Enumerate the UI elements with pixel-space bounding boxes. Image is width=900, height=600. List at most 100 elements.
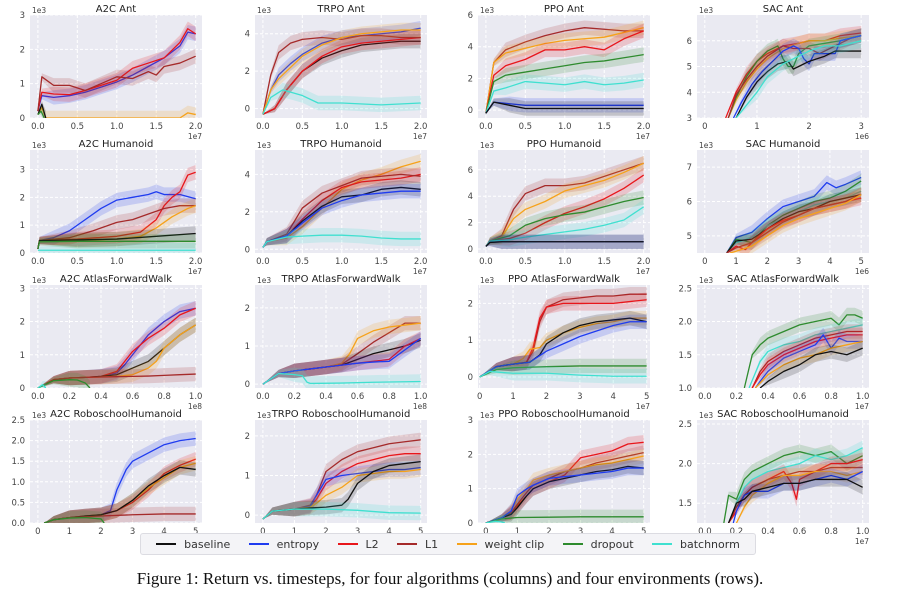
series-line-baseline — [37, 103, 47, 118]
series-band-l2 — [262, 331, 421, 385]
y-tick-label: 2 — [468, 74, 473, 84]
y-tick-label: 0 — [245, 105, 250, 115]
legend-label: L1 — [425, 537, 439, 551]
series-band-baseline — [262, 333, 421, 385]
subplot: 0.0 0.2 0.4 0.6 0.8 1.0 1.5 2.0 2.5 1e3 1e7 SAC Rob… — [678, 409, 869, 546]
y-exponent-label: 1e3 — [699, 141, 713, 150]
series-line-entropy — [262, 337, 422, 385]
x-tick-label: 0.0 — [256, 392, 270, 402]
series-band-weight-clip — [262, 154, 421, 248]
series-line-l2 — [262, 36, 421, 115]
x-tick-label: 1.0 — [414, 392, 428, 402]
series-line-dropout — [479, 365, 647, 378]
series-line-batchnorm — [727, 447, 863, 523]
x-exponent-label: 1e7 — [188, 267, 202, 276]
subplot-title: SAC RoboschoolHumanoid — [717, 409, 849, 420]
y-tick-label: 1 — [20, 221, 25, 231]
y-tick-label: 2 — [245, 304, 250, 314]
series-band-l1 — [728, 28, 862, 118]
x-tick-label: 2.0 — [414, 257, 428, 267]
subplot-title: PPO AtlasForwardWalk — [508, 274, 620, 285]
series-line-batchnorm — [735, 40, 862, 118]
y-tick-label: 0.0 — [11, 519, 25, 529]
series-band-baseline — [37, 100, 46, 118]
x-exponent-label: 1e6 — [855, 267, 869, 276]
subplot-title: TRPO Humanoid — [299, 139, 381, 150]
series-band-dropout — [485, 509, 644, 523]
series-line-dropout — [43, 516, 105, 523]
y-tick-label: 2 — [20, 45, 25, 55]
subplot: 01234501231e31e7PPO RoboschoolHumanoid — [468, 409, 651, 546]
series-band-baseline — [728, 472, 863, 523]
y-tick-label: 1.5 — [678, 351, 692, 361]
x-exponent-label: 1e8 — [413, 402, 427, 411]
y-tick-label: 6 — [468, 11, 473, 21]
x-tick-label: 0.5 — [519, 122, 533, 132]
y-tick-label: 0 — [468, 519, 473, 529]
x-tick-label: 3 — [578, 527, 583, 537]
y-tick-label: 2.0 — [11, 437, 25, 447]
series-line-entropy — [485, 467, 644, 523]
y-tick-label: 0 — [468, 245, 473, 255]
x-tick-label: 3 — [577, 392, 582, 402]
x-tick-label: 1 — [515, 527, 520, 537]
subplot: 0.0 0.5 1.0 1.5 2.0 0 2 4 1e3 1e7 TRPO Humanoid — [245, 139, 428, 276]
y-tick-label: 2 — [468, 299, 473, 309]
plot-area — [478, 15, 650, 118]
subplot: 0 1 2 3 4 5 5 6 7 1e3 1e6 SAC Humanoid — [687, 139, 870, 276]
series-band-baseline — [37, 226, 196, 249]
x-tick-label: 2 — [546, 527, 551, 537]
series-band-batchnorm — [485, 199, 644, 248]
y-exponent-label: 1e3 — [480, 141, 494, 150]
series-band-l2 — [262, 446, 421, 520]
series-band-dropout — [723, 444, 863, 523]
series-line-baseline — [485, 465, 644, 523]
x-tick-label: 2.0 — [414, 122, 428, 132]
y-tick-label: 2.5 — [11, 416, 25, 426]
series-line-l2 — [751, 334, 863, 388]
x-tick-label: 0 — [260, 527, 265, 537]
y-tick-label: 2 — [245, 208, 250, 218]
y-tick-label: 0 — [20, 384, 25, 394]
series-band-weight-clip — [485, 448, 644, 523]
series-band-entropy — [44, 431, 196, 523]
x-tick-label: 0.0 — [31, 257, 45, 267]
x-tick-label: 0.0 — [479, 122, 493, 132]
x-tick-label: 2 — [765, 257, 770, 267]
series-line-l1 — [37, 55, 196, 112]
y-tick-label: 0 — [20, 114, 25, 124]
series-band-weight-clip — [37, 104, 196, 118]
y-tick-label: 1.5 — [11, 457, 25, 467]
x-tick-label: 0 — [702, 257, 707, 267]
x-tick-label: 0.4 — [761, 527, 775, 537]
x-tick-label: 0.0 — [698, 392, 712, 402]
series-band-baseline — [44, 460, 196, 523]
series-band-weight-clip — [485, 20, 644, 114]
x-tick-label: 2.0 — [189, 122, 203, 132]
series-band-l1 — [479, 286, 647, 377]
series-line-dropout — [37, 379, 91, 388]
series-band-dropout — [728, 28, 862, 118]
series-band-weight-clip — [479, 310, 647, 377]
y-tick-label: 1 — [468, 485, 473, 495]
series-line-batchnorm — [262, 372, 421, 385]
x-tick-label: 1.0 — [856, 527, 870, 537]
x-tick-label: 0.8 — [157, 392, 171, 402]
x-exponent-label: 1e7 — [855, 537, 869, 546]
subplot: 0.0 0.2 0.4 0.6 0.8 1.0 0 1 2 3 1e3 1e8 A2C AtlasFor… — [20, 274, 203, 411]
series-line-batchnorm — [262, 89, 421, 115]
x-tick-label: 0.8 — [824, 392, 838, 402]
series-line-l2 — [37, 28, 197, 112]
subplot: 0 1 2 3 3 4 5 6 1e3 1e6 SAC Ant — [687, 4, 870, 141]
y-exponent-label: 1e3 — [699, 276, 713, 285]
legend-item-l2: L2 — [337, 538, 379, 551]
series-band-batchnorm — [262, 501, 421, 521]
series-line-batchnorm — [479, 370, 647, 378]
subplot-title: TRPO Ant — [316, 4, 364, 15]
x-tick-label: 1.0 — [110, 257, 124, 267]
series-line-l1 — [485, 27, 644, 114]
series-line-baseline — [485, 101, 644, 114]
series-band-l2 — [728, 452, 863, 523]
legend-label: baseline — [184, 537, 231, 551]
